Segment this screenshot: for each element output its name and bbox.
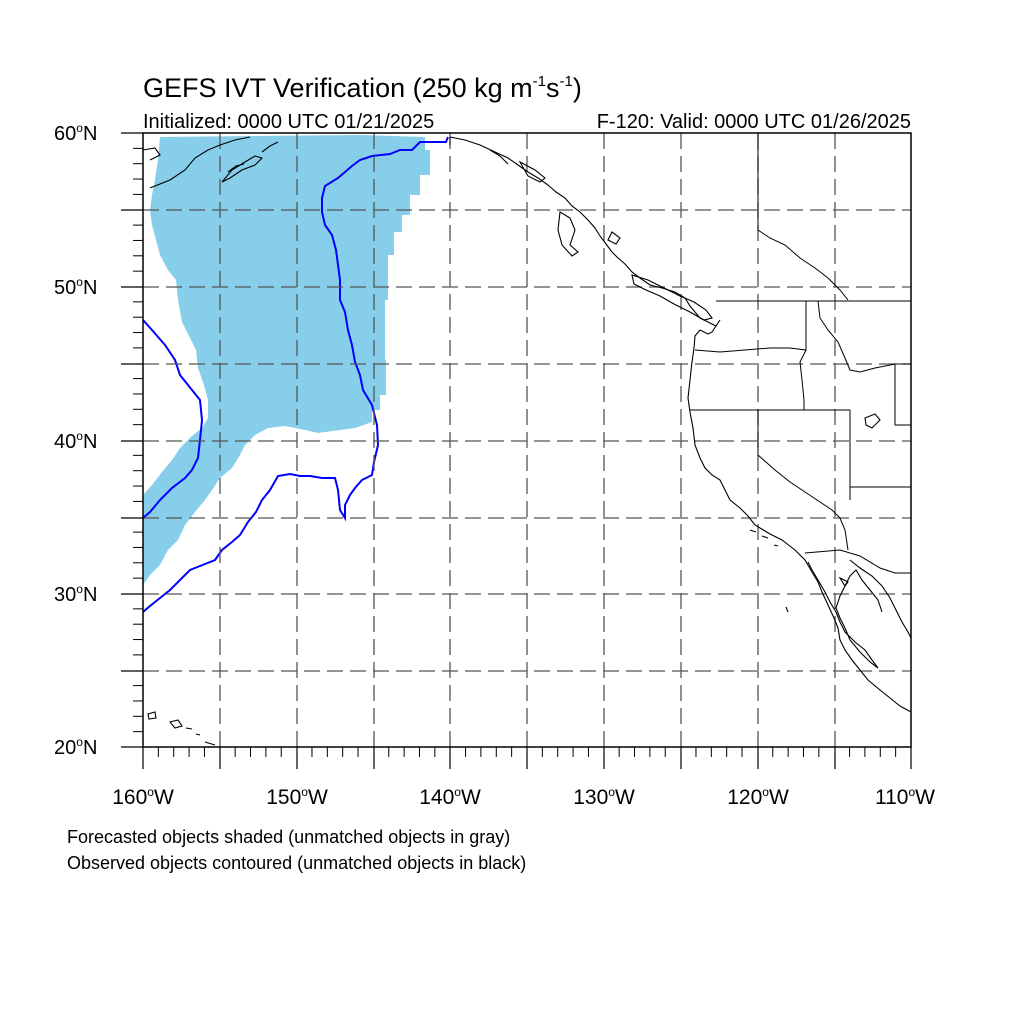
northwest-coast: [449, 136, 721, 327]
lat-label-20: 20oN: [54, 735, 98, 759]
lon-label-130: 130oW: [573, 785, 635, 809]
tick-marks: [121, 132, 912, 769]
initialized-time: Initialized: 0000 UTC 01/21/2025: [143, 111, 435, 133]
lon-label-110: 110oW: [875, 785, 935, 809]
us-west-coast: [687, 325, 911, 713]
lon-label-150: 150oW: [266, 785, 328, 809]
mexico-mainland-coast: [849, 559, 911, 639]
graticule: [143, 133, 911, 747]
valid-time: F-120: Valid: 0000 UTC 01/26/2025: [596, 111, 911, 133]
wyoming-boundary: [894, 364, 911, 426]
lat-label-60: 60oN: [54, 121, 98, 145]
observed-contour-west: [143, 319, 204, 519]
political-boundaries: [449, 133, 911, 574]
lon-label-160: 160oW: [112, 785, 174, 809]
forecast-object-main: [143, 135, 430, 585]
forecast-objects: [143, 135, 430, 585]
lat-label-40: 40oN: [54, 429, 98, 453]
idaho-montana-border: [817, 300, 911, 373]
us-mexico-border: [804, 549, 911, 574]
baja-california: [807, 561, 883, 669]
alaska-coast-fragment: [143, 136, 279, 189]
note-forecast: Forecasted objects shaded (unmatched obj…: [67, 827, 511, 847]
oregon-idaho-border: [799, 349, 807, 410]
california-nevada-border: [757, 410, 849, 551]
coastlines: [143, 136, 911, 746]
lon-label-120: 120oW: [727, 785, 789, 809]
channel-islands: [749, 529, 789, 613]
vancouver-island: [631, 274, 713, 321]
alaska-canada-border: [449, 133, 849, 301]
lon-label-140: 140oW: [419, 785, 481, 809]
great-salt-lake: [864, 413, 881, 429]
lat-label-50: 50oN: [54, 275, 98, 299]
hawaii-islands: [147, 711, 216, 746]
washington-oregon-border: [694, 301, 807, 353]
salton-sea: [838, 576, 849, 587]
note-observed: Observed objects contoured (unmatched ob…: [67, 853, 527, 873]
map-title: GEFS IVT Verification (250 kg m-1s-1): [143, 73, 582, 103]
lat-label-30: 30oN: [54, 582, 98, 606]
minor-tick-marks: [133, 147, 897, 757]
